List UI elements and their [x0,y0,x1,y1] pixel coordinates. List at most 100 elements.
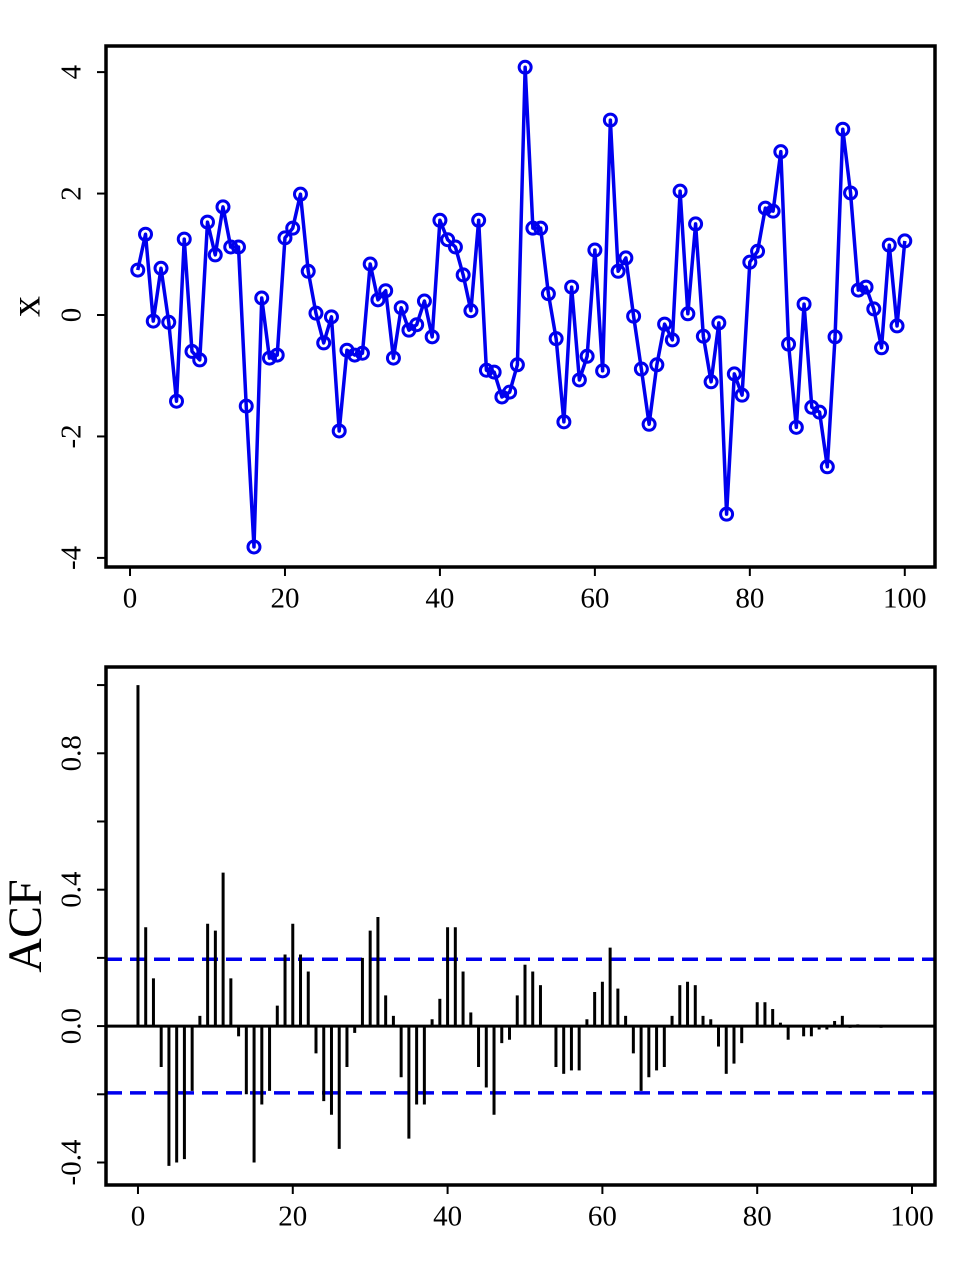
point [595,363,611,379]
point [393,300,409,316]
point [765,203,781,219]
y-axis-label: x [4,296,50,317]
point [703,374,719,390]
point [812,404,828,420]
point [556,414,572,430]
y-tick-label: 0.4 [56,871,88,908]
point [618,250,634,266]
point [486,364,502,380]
point [509,357,525,373]
point [757,200,773,216]
point [587,242,603,258]
point [517,59,533,75]
point [626,308,642,324]
y-tick-label: 0 [56,308,88,323]
point [889,318,905,334]
point [602,112,618,128]
point [230,239,246,255]
x-tick-label: 100 [890,1201,934,1233]
point [463,303,479,319]
point [370,292,386,308]
point [525,220,541,236]
point [153,260,169,276]
y-axis-label: ACF [0,879,52,972]
point [835,121,851,137]
point [261,350,277,366]
y-tick-label: -0.4 [56,1139,88,1185]
point [657,316,673,332]
point [269,347,285,363]
point [695,328,711,344]
point [548,331,564,347]
point [649,357,665,373]
plot-frame [104,44,937,569]
point [858,279,874,295]
point [223,239,239,255]
x-tick-label: 40 [433,1201,462,1233]
x-tick-label: 20 [278,1201,307,1233]
point [711,315,727,331]
point [447,239,463,255]
point [688,216,704,232]
point [192,352,208,368]
point [285,220,301,236]
point [533,220,549,236]
x-tick-label: 80 [743,1201,772,1233]
point [199,214,215,230]
point [254,290,270,306]
y-tick-label: -2 [56,424,88,448]
point [308,305,324,321]
y-tick-label: 2 [56,186,88,201]
point [664,332,680,348]
y-tick-label: 0.0 [56,1008,88,1044]
point [726,366,742,382]
point [579,348,595,364]
point [742,254,758,270]
point [680,306,696,322]
point [184,343,200,359]
point [874,340,890,356]
point [347,347,363,363]
point [564,279,580,295]
point [897,233,913,249]
point [734,387,750,403]
point [323,309,339,325]
point [641,416,657,432]
point [788,419,804,435]
point [610,263,626,279]
point [176,231,192,247]
plot-frame [104,665,937,1187]
point [416,293,432,309]
point [331,423,347,439]
x-tick-label: 60 [580,583,609,615]
point [145,313,161,329]
point [502,384,518,400]
y-tick-label: 0.8 [56,735,88,771]
point [215,199,231,215]
point [866,301,882,317]
point [246,539,262,555]
point [409,317,425,333]
x-tick-label: 100 [883,583,927,615]
point [881,237,897,253]
point [354,345,370,361]
point [455,267,471,283]
point [238,398,254,414]
point [169,393,185,409]
point [292,186,308,202]
point [796,296,812,312]
point [130,262,146,278]
point [207,247,223,263]
point [540,286,556,302]
x-tick-label: 0 [131,1201,146,1233]
y-tick-label: 4 [56,64,88,79]
point [819,459,835,475]
x-tick-label: 40 [425,583,454,615]
point [773,144,789,160]
point [432,212,448,228]
series-line [136,65,907,549]
point [850,282,866,298]
y-tick-label: -4 [56,545,88,570]
point [672,183,688,199]
